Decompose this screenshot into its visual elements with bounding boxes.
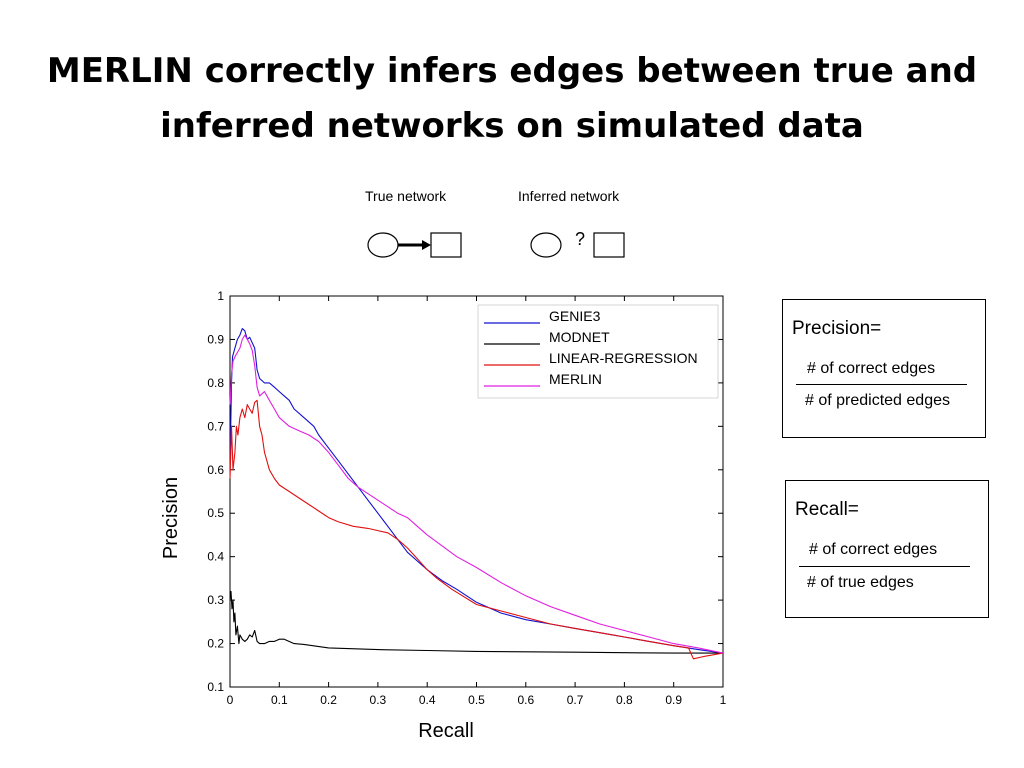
x-tick-label: 0.8: [616, 693, 633, 707]
legend-label-merlin: MERLIN: [549, 371, 602, 387]
x-tick-label: 0.4: [419, 693, 436, 707]
y-tick-label: 0.6: [207, 463, 224, 477]
chart-legend: GENIE3 MODNET LINEAR-REGRESSION MERLIN: [477, 304, 719, 399]
y-tick-label: 0.8: [207, 376, 224, 390]
x-tick-label: 0.2: [320, 693, 337, 707]
series-line-modnet: [229, 590, 723, 654]
recall-heading: Recall=: [795, 499, 859, 520]
series-line-merlin: [229, 334, 724, 654]
x-tick-label: 0.7: [567, 693, 584, 707]
y-tick-label: 0.5: [207, 506, 224, 520]
x-tick-label: 0.6: [517, 693, 534, 707]
y-tick-label: 0.2: [207, 637, 224, 651]
recall-formula-box: Recall= # of correct edges # of true edg…: [785, 480, 989, 618]
target-node-square: [430, 232, 462, 258]
slide-title-line-1: MERLIN correctly infers edges between tr…: [46, 51, 978, 91]
legend-label-modnet: MODNET: [549, 329, 610, 345]
legend-box: [477, 304, 719, 399]
y-tick-label: 0.3: [207, 593, 224, 607]
slide-title-line-2: inferred networks on simulated data: [160, 106, 864, 146]
y-tick-label: 0.1: [207, 680, 224, 694]
legend-label-linear-regression: LINEAR-REGRESSION: [549, 350, 698, 366]
x-axis-label: Recall: [418, 720, 474, 742]
y-axis-ticks: 0.1 0.2 0.3 0.4 0.5 0.6 0.7 0.8 0.9 1: [207, 289, 723, 694]
precision-formula-box: Precision= # of correct edges # of predi…: [782, 299, 986, 438]
true-network-label: True network: [365, 188, 447, 204]
x-axis-ticks: 0 0.1 0.2 0.3 0.4 0.5 0.6 0.7 0.8 0.9 1: [227, 296, 727, 707]
true-network-diagram: [367, 232, 462, 258]
x-tick-label: 0.5: [468, 693, 485, 707]
x-tick-label: 0.3: [370, 693, 387, 707]
slide-title: MERLIN correctly infers edges between tr…: [20, 44, 1004, 154]
y-tick-label: 0.7: [207, 419, 224, 433]
x-tick-label: 0.9: [665, 693, 682, 707]
inferred-network-diagram: ?: [530, 229, 625, 258]
inferred-network-label: Inferred network: [518, 188, 620, 204]
y-tick-label: 1: [217, 289, 224, 303]
precision-numerator: # of correct edges: [807, 360, 936, 377]
x-tick-label: 0.1: [271, 693, 288, 707]
recall-numerator: # of correct edges: [809, 541, 938, 558]
y-tick-label: 0.9: [207, 332, 224, 346]
inferred-target-node-square: [593, 232, 625, 258]
recall-denominator: # of true edges: [807, 574, 914, 591]
precision-denominator: # of predicted edges: [805, 392, 950, 409]
legend-label-genie3: GENIE3: [549, 308, 601, 324]
precision-recall-chart: 0 0.1 0.2 0.3 0.4 0.5 0.6 0.7 0.8 0.9 1 0.10.20.30…: [160, 289, 727, 742]
y-tick-label: 0.4: [207, 550, 224, 564]
precision-heading: Precision=: [792, 318, 882, 339]
precision-fraction-bar: [796, 384, 967, 385]
x-tick-label: 0: [227, 693, 234, 707]
y-axis-label: Precision: [160, 477, 182, 559]
arrow-head: [422, 240, 431, 250]
series-line-genie3: [229, 328, 724, 654]
unknown-edge-mark: ?: [575, 229, 585, 249]
regulator-node-circle: [367, 232, 399, 258]
x-tick-label: 1: [720, 693, 727, 707]
recall-fraction-bar: [799, 566, 970, 567]
series-layer: [229, 328, 724, 660]
inferred-regulator-node-circle: [530, 232, 562, 258]
series-line-linear-regression: [229, 399, 724, 660]
